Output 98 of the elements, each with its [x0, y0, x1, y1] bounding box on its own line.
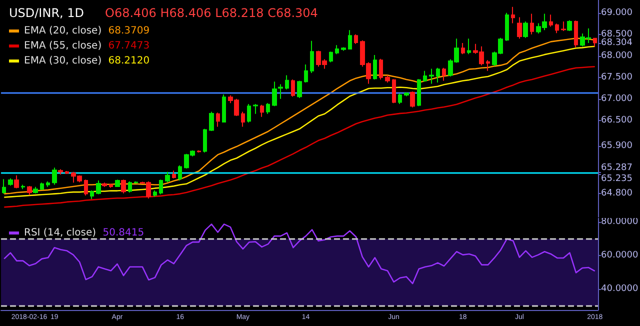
y-tick-label: 65.235 — [601, 174, 632, 184]
candlestick — [222, 94, 226, 123]
candlestick — [134, 180, 138, 184]
candlestick — [203, 128, 207, 154]
candlestick — [14, 174, 19, 189]
y-tick-label: 67.500 — [601, 72, 633, 82]
candlestick — [128, 180, 132, 194]
candlestick — [8, 178, 13, 186]
candlestick — [241, 111, 245, 128]
candlestick — [335, 44, 339, 55]
text: USD/INR, 1D — [9, 6, 84, 20]
candlestick — [278, 84, 283, 100]
candlestick — [84, 179, 88, 196]
candlestick — [429, 68, 434, 84]
candlestick — [467, 38, 471, 55]
candlestick — [285, 74, 289, 90]
candlestick — [266, 102, 270, 114]
candlestick — [260, 104, 264, 118]
candlestick — [165, 171, 170, 183]
y-tick-label: 60.0000 — [601, 250, 638, 261]
candlestick — [102, 182, 107, 188]
candlestick — [2, 178, 6, 194]
legend-label: EMA (55, close) — [24, 40, 102, 52]
candlestick — [505, 12, 509, 42]
annotation: 50.8415 — [102, 228, 144, 238]
candlestick — [354, 34, 358, 44]
candlestick — [58, 168, 63, 175]
candlestick — [517, 16, 522, 40]
candlestick — [511, 6, 515, 24]
candlestick — [253, 103, 258, 114]
candlestick — [549, 14, 553, 28]
candlestick — [379, 58, 383, 80]
candlestick — [178, 164, 182, 181]
candlestick — [153, 190, 157, 198]
candlestick — [109, 183, 113, 188]
y-tick-label: 66.500 — [601, 115, 633, 126]
candlestick — [461, 42, 465, 55]
y-tick-label: 64.800 — [601, 188, 633, 198]
candlestick — [197, 150, 201, 154]
candlestick — [530, 13, 534, 35]
candlestick — [159, 179, 163, 195]
candlestick — [90, 190, 94, 200]
y-tick-label: 68.500 — [601, 29, 633, 40]
line-series — [3, 66, 596, 208]
candlestick — [304, 64, 308, 84]
candlestick — [115, 179, 120, 188]
candlestick — [247, 103, 251, 123]
candlestick — [33, 186, 38, 194]
candlestick — [21, 184, 25, 190]
y-tick-label: 40.0000 — [601, 284, 638, 294]
legend-label: EMA (30, close) — [24, 56, 102, 66]
candlestick — [373, 54, 377, 80]
candlestick — [348, 30, 352, 50]
candlestick — [272, 81, 277, 107]
candlestick — [417, 78, 421, 107]
candlestick — [385, 74, 390, 84]
candlestick — [341, 46, 346, 52]
candlestick — [442, 67, 446, 82]
annotation: 68.3709 — [108, 26, 150, 36]
candlestick — [310, 40, 314, 74]
candlestick — [27, 186, 32, 196]
line-series — [3, 224, 596, 284]
candlestick — [291, 78, 295, 98]
candlestick — [404, 92, 409, 97]
candlestick — [46, 180, 50, 188]
candlestick — [52, 167, 57, 186]
legend-label: RSI (14, close) — [24, 228, 96, 238]
candlestick — [486, 60, 490, 72]
annotation: 68.2120 — [108, 56, 150, 66]
candlestick — [172, 170, 176, 179]
candlestick — [216, 112, 220, 128]
candlestick — [410, 91, 415, 108]
candlestick — [392, 78, 396, 104]
legend-label: EMA (20, close) — [24, 26, 102, 36]
candlestick — [561, 20, 566, 32]
candlestick — [423, 70, 427, 82]
candlestick — [297, 80, 302, 98]
candlestick — [209, 111, 214, 132]
candlestick — [593, 38, 597, 47]
candlestick — [40, 182, 44, 190]
y-tick-label: 65.900 — [601, 141, 633, 152]
y-tick-label: 68.304 — [601, 38, 633, 48]
candlestick — [523, 20, 528, 38]
y-tick-label: 65.287 — [601, 162, 632, 173]
candlestick — [65, 170, 69, 175]
candlestick — [398, 93, 402, 104]
annotation: 67.7473 — [108, 40, 150, 52]
candlestick — [329, 51, 333, 63]
candlestick — [121, 179, 126, 194]
candlestick — [436, 67, 440, 84]
y-tick-label: 67.000 — [601, 94, 633, 104]
y-tick-label: 68.000 — [601, 50, 633, 61]
candlestick — [574, 20, 578, 48]
text: O68.406 H68.406 L68.218 C68.304 — [105, 6, 318, 20]
candlestick — [555, 23, 559, 34]
y-tick-label: 69.000 — [601, 8, 633, 18]
candlestick — [96, 180, 101, 195]
candlestick — [567, 20, 572, 32]
